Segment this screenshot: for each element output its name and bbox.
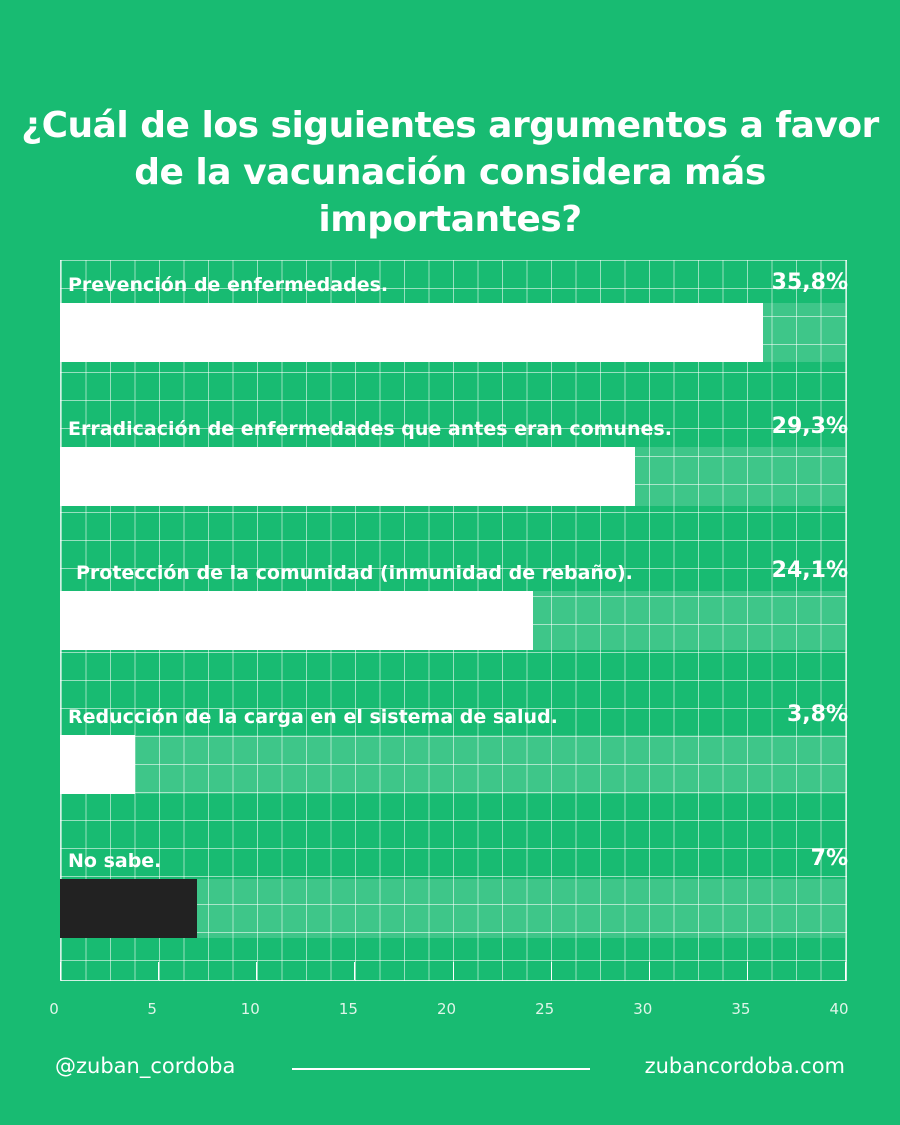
bar — [60, 735, 135, 794]
x-tick-label: 35 — [731, 1000, 751, 1018]
chart-title: ¿Cuál de los siguientes argumentos a fav… — [21, 105, 879, 240]
value-label: 7% — [810, 846, 848, 871]
value-label: 35,8% — [771, 270, 848, 295]
value-label: 3,8% — [786, 702, 848, 727]
tick-mark — [452, 962, 454, 980]
category-label: Reducción de la carga en el sistema de s… — [68, 706, 558, 728]
tick-mark — [550, 962, 552, 980]
tick-mark — [746, 962, 748, 980]
bar — [60, 879, 198, 938]
category-label: Protección de la comunidad (inmunidad de… — [76, 562, 633, 584]
tick-mark — [354, 962, 356, 980]
tick-mark — [845, 962, 846, 980]
tick-mark — [256, 962, 258, 980]
tick-mark — [158, 962, 160, 980]
category-label: Prevención de enfermedades. — [68, 274, 389, 296]
category-label: No sabe. — [68, 850, 162, 872]
x-tick-label: 0 — [49, 1000, 59, 1018]
x-tick-label: 15 — [338, 1000, 358, 1018]
footer-divider — [292, 1068, 590, 1070]
x-tick-label: 25 — [535, 1000, 555, 1018]
x-tick-label: 10 — [240, 1000, 260, 1018]
website-link[interactable]: zubancordoba.com — [644, 1054, 845, 1078]
bar — [60, 447, 635, 506]
x-tick-label: 40 — [829, 1000, 849, 1018]
bar-track — [60, 735, 845, 794]
bar — [60, 591, 533, 650]
bar — [60, 303, 763, 362]
tick-mark — [648, 962, 650, 980]
value-label: 29,3% — [771, 414, 848, 439]
tick-mark — [60, 962, 61, 980]
value-label: 24,1% — [771, 558, 848, 583]
social-handle[interactable]: @zuban_cordoba — [55, 1054, 236, 1078]
x-tick-label: 5 — [147, 1000, 157, 1018]
category-label: Erradicación de enfermedades que antes e… — [68, 418, 672, 440]
x-tick-label: 20 — [436, 1000, 457, 1018]
x-tick-label: 30 — [633, 1000, 653, 1018]
